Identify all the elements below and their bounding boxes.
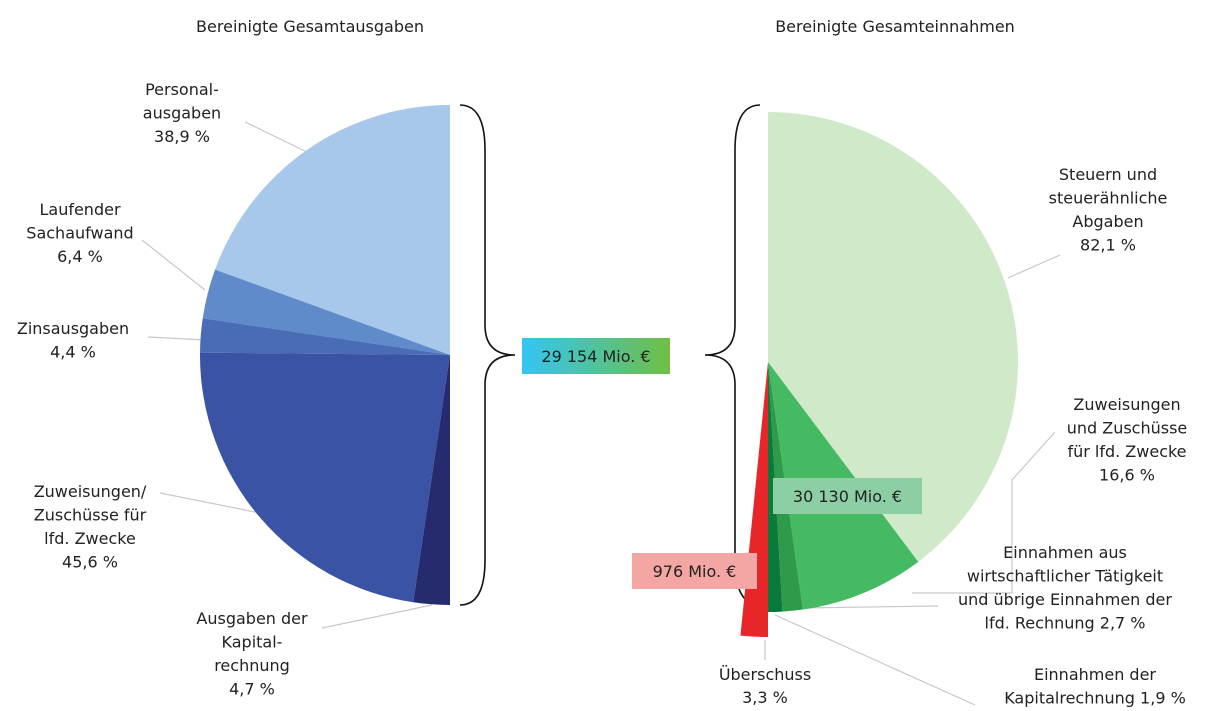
label-line: steuerähnliche [1049,189,1168,208]
total-box [773,478,922,514]
value-label: 1,9 % [1140,689,1186,708]
label-line: Kapital- [222,633,283,652]
label-line: rechnung [214,656,290,675]
slice [200,352,450,603]
value-label: 16,6 % [1099,466,1155,485]
slice-label: Ausgaben der Kapital-rechnung 4,7 % [196,609,308,699]
label-line: Einnahmen aus [1003,543,1127,562]
label-line: Personal- [145,80,219,99]
surplus-label: Überschuss 3,3 % [719,665,811,707]
label-line: für lfd. Zwecke [1067,442,1186,461]
chart-title: Bereinigte Gesamtausgaben [196,17,424,36]
label-line: wirtschaftlicher Tätigkeit [967,567,1163,586]
label-line: Überschuss [719,665,811,684]
label-line: Zuschüsse für [34,506,147,525]
brace [459,104,516,606]
label-line: lfd. Rechnung [985,614,1095,633]
label-line: Abgaben [1072,212,1143,231]
leaders [141,121,1061,706]
slice-label: Zuweisungen und Zuschüsse für lfd. Zwecke 1… [1067,395,1188,485]
label-line: Zuweisungen/ [34,482,147,501]
slice [202,269,450,355]
value-label: 38,9 % [154,127,210,146]
value-label: 82,1 % [1080,236,1136,255]
slice [768,112,1019,562]
label-line: Steuern und [1059,165,1157,184]
label-line: Zuweisungen [1073,395,1180,414]
total-label: 30 130 Mio. € [793,487,902,506]
slice-label: Zuweisungen/Zuschüsse für lfd. Zwecke 45,6… [34,482,147,572]
slice [200,318,450,355]
value-label: 2,7 % [1100,614,1146,633]
label-line: Zinsausgaben [17,319,129,338]
label-line: Sachaufwand [26,224,133,243]
label-line: Ausgaben der [196,609,308,628]
total-label: 29 154 Mio. € [541,347,650,366]
value-label: 4,7 % [229,680,275,699]
label-line: und übrige Einnahmen der [958,590,1172,609]
label-line: Laufender [39,200,120,219]
slice [413,355,450,605]
pie: Steuern und steuerähnliche Abgaben 82,1 % Zu… [719,112,1188,708]
label-line: und Zuschüsse [1067,419,1188,438]
label-line: lfd. Zwecke [44,529,136,548]
chart-title: Bereinigte Gesamteinnahmen [775,17,1015,36]
value-label: 4,4 % [50,343,96,362]
slice [215,105,450,355]
value-label: 6,4 % [57,247,103,266]
label-line: Einnahmen der [1034,665,1156,684]
slice-label: Einnahmen der Kapitalrechnung 1,9 % [1004,665,1186,707]
slice-label: Laufender Sachaufwand 6,4 % [26,200,133,266]
total-box [632,553,757,589]
value-label: 3,3 % [742,688,788,707]
total-box [522,338,670,374]
total-label: 976 Mio. € [653,562,737,581]
label-line: ausgaben [143,104,221,123]
label-line: Kapitalrechnung [1004,689,1135,708]
pie: Personal-ausgaben 38,9 % Laufender Sachaufw… [17,80,450,699]
slice-label: Personal-ausgaben 38,9 % [143,80,221,146]
surplus-slice [740,362,768,637]
slice-label: Einnahmen aus wirtschaftlicher Tätigkeit u… [958,543,1172,633]
slice-label: Steuern und steuerähnliche Abgaben 82,1 % [1049,165,1168,255]
slice-label: Zinsausgaben 4,4 % [17,319,129,362]
value-label: 45,6 % [62,553,118,572]
